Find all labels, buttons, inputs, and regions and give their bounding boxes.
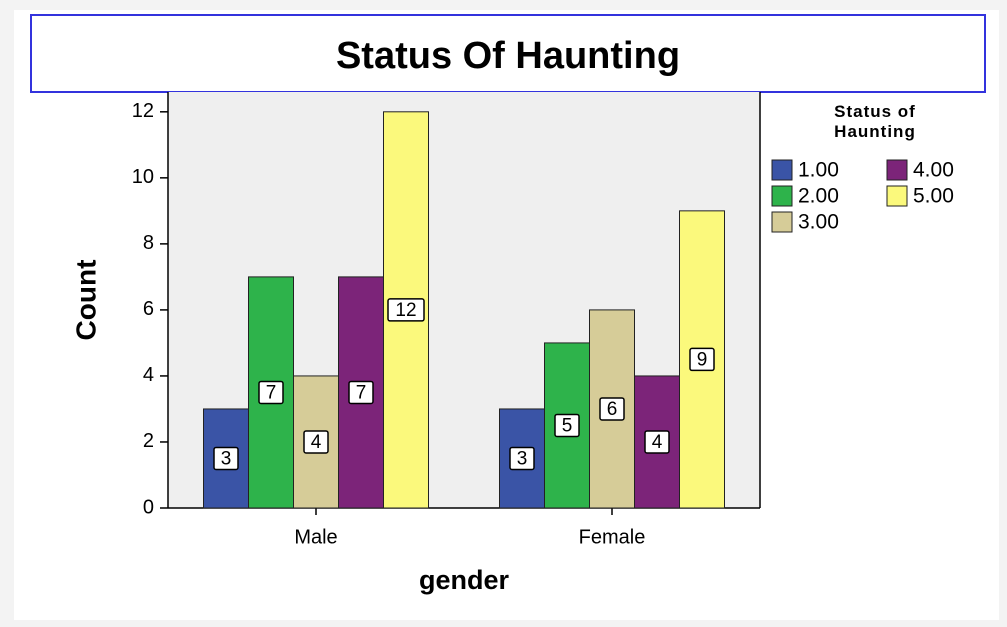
data-label: 4 — [311, 432, 322, 453]
data-label: 6 — [607, 399, 618, 420]
data-label-box — [644, 430, 670, 454]
y-tick-label: 10 — [132, 166, 154, 188]
legend-swatch — [886, 159, 908, 181]
x-axis-label: gender — [419, 565, 510, 595]
data-label-box — [509, 446, 535, 471]
legend-title: Status of Haunting — [834, 102, 916, 141]
legend-swatch — [771, 159, 793, 181]
legend-label: 1.00 — [798, 159, 839, 182]
legend-swatch — [771, 211, 793, 233]
y-tick-label: 4 — [143, 364, 154, 386]
chart-title: Status Of Haunting — [336, 35, 680, 77]
data-label-box — [348, 380, 374, 405]
legend-label: 4.00 — [913, 159, 954, 182]
legend-label: 5.00 — [913, 185, 954, 208]
data-label: 7 — [266, 382, 277, 403]
data-label: 12 — [395, 300, 416, 321]
legend-swatch — [771, 185, 793, 207]
y-tick-label: 8 — [143, 232, 154, 254]
title-box — [30, 14, 986, 93]
data-label: 9 — [697, 349, 708, 370]
data-label: 3 — [517, 448, 528, 469]
data-label: 7 — [356, 382, 367, 403]
data-label: 5 — [562, 415, 573, 436]
legend-swatch — [886, 185, 908, 207]
data-label-box — [554, 413, 580, 438]
data-label-box — [258, 380, 284, 405]
y-axis-label: Count — [70, 260, 101, 341]
data-label-box — [303, 430, 329, 454]
y-tick-label: 0 — [143, 496, 154, 518]
data-label-box — [599, 397, 625, 421]
x-tick-label: Female — [579, 526, 646, 548]
legend-label: 3.00 — [798, 211, 839, 234]
legend-label: 2.00 — [798, 185, 839, 208]
x-tick-label: Male — [294, 526, 337, 548]
y-tick-label: 12 — [132, 100, 154, 122]
data-label-box — [689, 347, 715, 372]
data-label: 4 — [652, 432, 663, 453]
data-label-box — [213, 446, 239, 471]
data-label: 3 — [221, 448, 232, 469]
y-tick-label: 6 — [143, 298, 154, 320]
y-tick-label: 2 — [143, 430, 154, 452]
data-label-box — [387, 298, 425, 322]
